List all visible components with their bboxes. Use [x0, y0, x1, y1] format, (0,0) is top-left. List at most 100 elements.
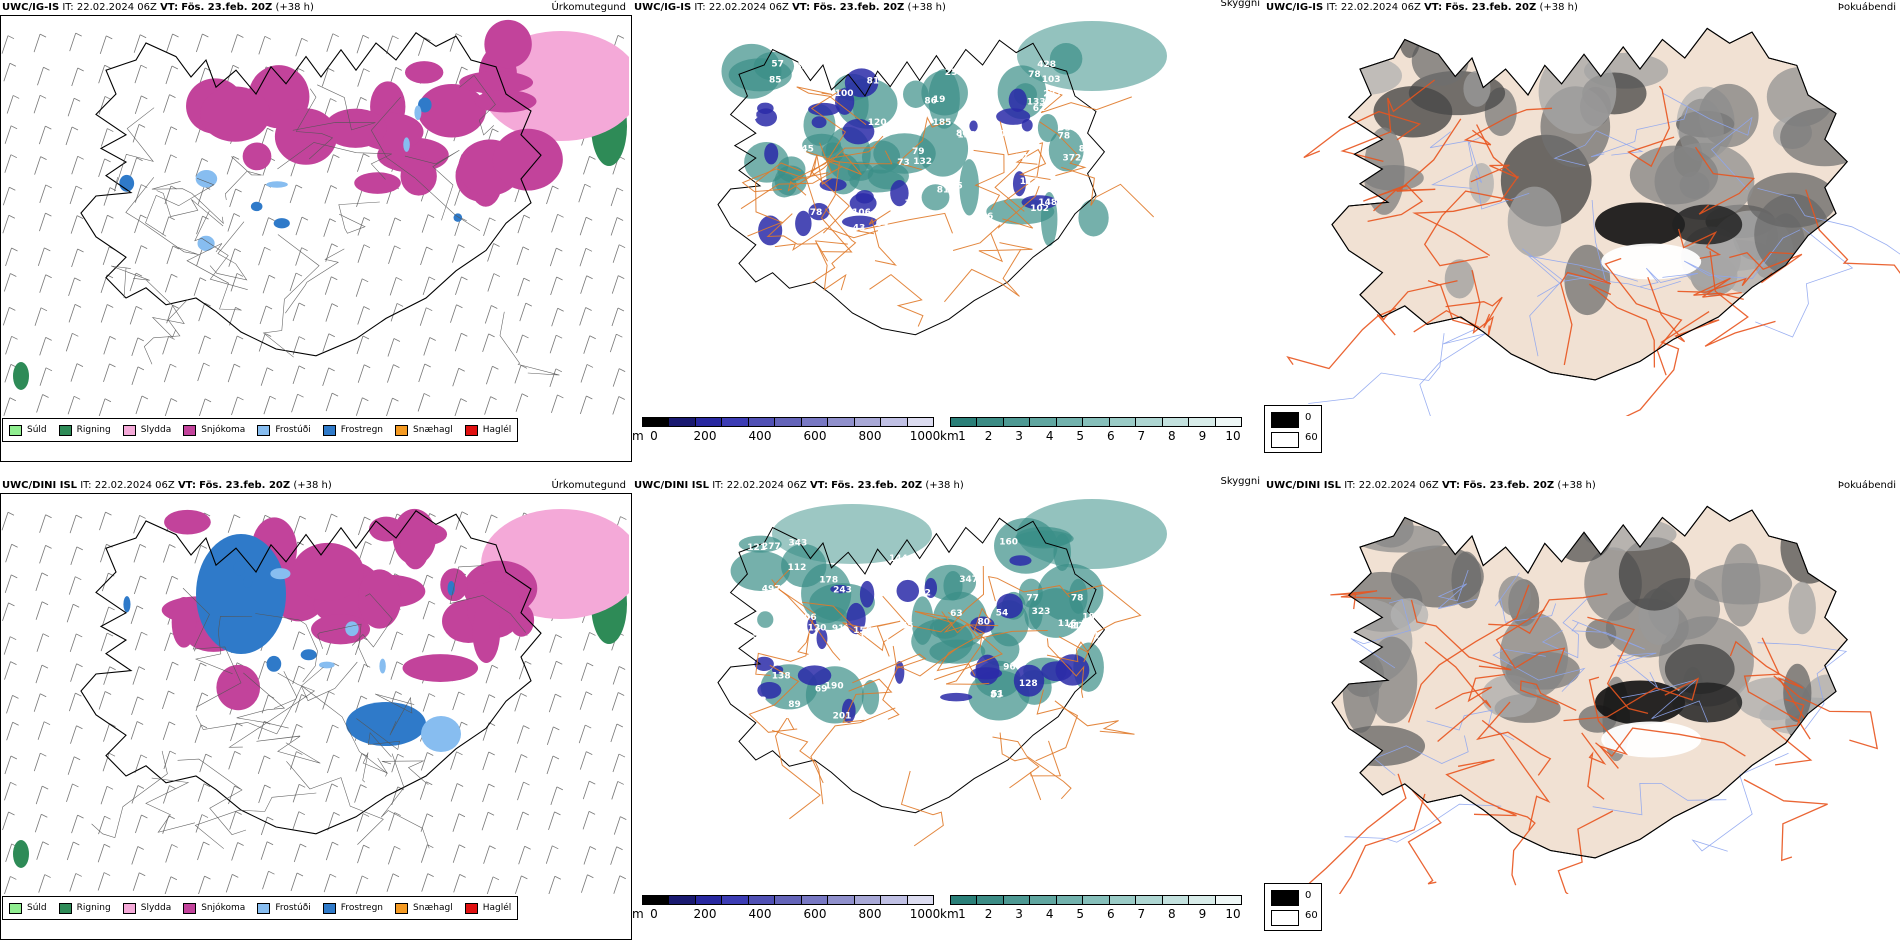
- wind-barb: [100, 274, 114, 293]
- wind-barb: [326, 154, 340, 173]
- wind-barb: [293, 515, 307, 535]
- road-line: [852, 645, 927, 684]
- wind-barb: [38, 125, 52, 145]
- vt-label: VT:: [160, 2, 179, 13]
- wind-barb: [518, 845, 531, 865]
- legend-swatch: [122, 902, 136, 914]
- scale-tick: 400: [748, 429, 772, 443]
- low-visibility-area: [1049, 42, 1083, 75]
- wind-barb: [98, 691, 112, 710]
- legend-swatch: [9, 424, 22, 436]
- road-line: [826, 150, 893, 175]
- it-label: IT:: [712, 480, 724, 491]
- snow-area: [219, 671, 248, 707]
- wind-barb: [388, 245, 401, 264]
- scale-tick: 8: [1168, 907, 1176, 921]
- frozen-precip-spot: [418, 97, 432, 113]
- wind-barb: [454, 398, 467, 416]
- visibility-layer: 121 106 160 497 144 112 173 80 83 105 80 128 129 178 7…: [717, 499, 1167, 847]
- wind-barb: [98, 96, 112, 115]
- wind-barb: [482, 694, 496, 713]
- scale-cell: [775, 418, 802, 426]
- wind-barb: [583, 335, 596, 354]
- snow-area: [324, 108, 387, 148]
- frozen-precip-spot: [300, 649, 317, 661]
- road-line: [802, 601, 906, 652]
- scale-cell: [1136, 418, 1163, 426]
- road-line: [1691, 752, 1789, 852]
- wind-barb: [132, 124, 146, 143]
- panel-frame: [0, 15, 632, 462]
- wind-barb: [257, 720, 271, 740]
- wind-barb: [452, 844, 466, 863]
- wind-barb: [71, 67, 84, 87]
- fog-index-area: [1672, 204, 1743, 245]
- wind-barb: [99, 35, 113, 54]
- frozen-precip-spot: [345, 621, 359, 637]
- road-line: [1592, 782, 1727, 816]
- scale-cell: [722, 418, 749, 426]
- fog-index-area: [1520, 520, 1541, 550]
- wind-barb: [4, 574, 18, 594]
- vt-label: VT:: [1441, 480, 1460, 491]
- frozen-precip-spot: [123, 596, 131, 613]
- fog-legend-label: 0: [1305, 890, 1312, 901]
- road-line: [195, 671, 298, 735]
- scale-cell: [881, 418, 908, 426]
- precip-legend-item: Haglél: [464, 902, 511, 914]
- visibility-value: 64: [876, 219, 889, 229]
- fog-index-area: [1498, 575, 1532, 617]
- road-line: [1373, 735, 1469, 776]
- road-line: [943, 565, 999, 633]
- wind-barb: [68, 576, 82, 595]
- road-line: [741, 168, 817, 211]
- road-line: [209, 221, 248, 281]
- road-line: [292, 84, 376, 131]
- wind-barb: [545, 845, 559, 864]
- scale-tick: 600: [803, 429, 827, 443]
- very-low-visibility-area: [855, 190, 874, 204]
- wind-barb: [421, 214, 435, 233]
- legend-label: Rigning: [76, 425, 111, 435]
- scale-cell: [951, 896, 978, 904]
- very-low-visibility-area: [1021, 118, 1033, 132]
- road-line: [381, 760, 429, 785]
- precip-legend-item: Rigning: [58, 424, 111, 436]
- precip-map: [1, 508, 629, 894]
- wind-barb: [163, 94, 176, 113]
- very-low-visibility-area: [754, 656, 774, 672]
- panel-header: UWC/IG-IS IT: 22.02.2024 06Z VT: Fös. 23…: [1266, 1, 1578, 15]
- very-low-visibility-area: [816, 628, 828, 650]
- fog-legend: 0 60: [1264, 405, 1322, 453]
- road-line: [1609, 652, 1658, 689]
- scale-tick: 7: [1137, 907, 1146, 921]
- visibility-value: 81: [937, 186, 950, 196]
- road-line: [1429, 131, 1474, 189]
- wind-barb: [228, 751, 241, 770]
- visibility-panel: UWC/IG-IS IT: 22.02.2024 06Z VT: Fös. 23…: [632, 0, 1264, 470]
- wind-barb: [484, 396, 497, 415]
- wind-barb: [99, 511, 112, 531]
- wind-barb: [546, 726, 560, 745]
- road-line: [1424, 641, 1492, 742]
- iceland-coastline: [1331, 505, 1848, 859]
- low-visibility-area: [861, 679, 880, 715]
- forecast-row: UWC/IG-IS IT: 22.02.2024 06Z VT: Fös. 23…: [0, 0, 1900, 470]
- visibility-value: 69: [815, 684, 828, 694]
- wind-barb: [198, 335, 211, 355]
- visibility-value: 80: [870, 566, 883, 576]
- wind-barb: [386, 397, 399, 416]
- fog-index-area: [1780, 511, 1839, 584]
- scale-cell: [1162, 418, 1190, 426]
- panel-title: Þokuábendi: [1837, 480, 1896, 491]
- road-line: [740, 142, 843, 210]
- road-line: [774, 227, 879, 252]
- iceland-coastline: [717, 517, 1106, 814]
- road-line: [973, 149, 1005, 210]
- wind-barb: [549, 660, 563, 680]
- visibility-value: 144: [889, 554, 908, 564]
- panel-title: Þokuábendi: [1837, 2, 1896, 13]
- road-line: [375, 693, 415, 736]
- wind-barb: [101, 214, 114, 234]
- wind-barb: [388, 217, 402, 237]
